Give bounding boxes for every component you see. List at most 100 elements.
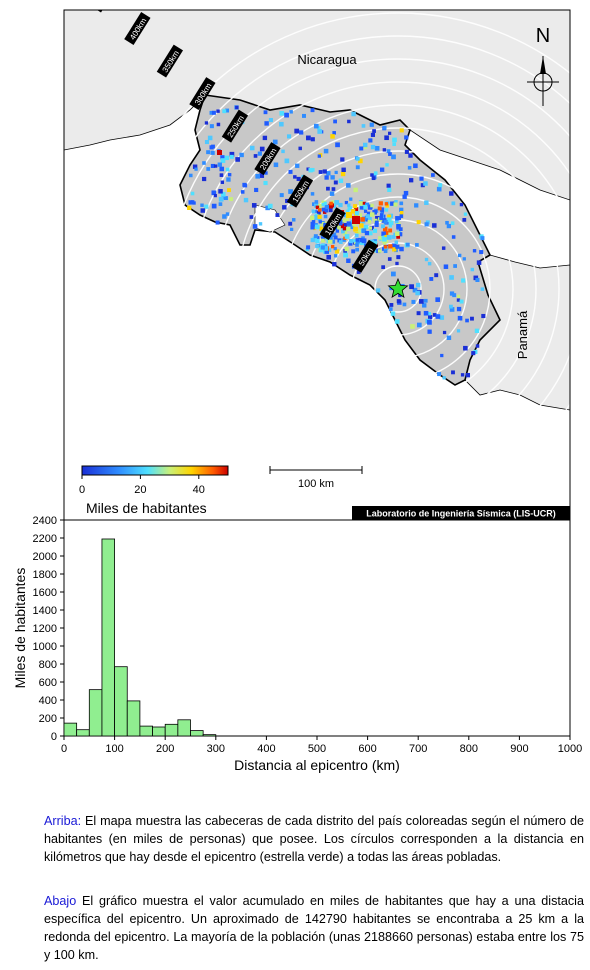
population-marker	[465, 372, 471, 378]
population-marker	[286, 134, 292, 139]
population-marker	[250, 145, 255, 151]
epicenter-star-icon	[387, 277, 409, 298]
population-marker	[368, 217, 372, 221]
population-marker	[235, 157, 240, 162]
population-marker	[332, 262, 337, 267]
population-marker	[189, 173, 193, 178]
population-marker	[218, 196, 224, 202]
population-marker	[235, 105, 239, 110]
histogram-axes	[63, 519, 571, 737]
x-tick-label: 100	[105, 743, 123, 755]
population-marker	[243, 197, 249, 203]
population-marker	[357, 213, 363, 218]
population-marker	[354, 211, 360, 216]
population-marker	[313, 215, 319, 220]
caption-bottom-text: El gráfico muestra el valor acumulado en…	[44, 894, 584, 962]
population-marker	[388, 131, 392, 135]
population-marker	[253, 154, 258, 158]
y-tick-label: 400	[39, 695, 57, 707]
map-frame	[63, 9, 571, 520]
x-tick-label: 700	[409, 743, 427, 755]
distance-ring	[213, 104, 570, 474]
population-marker	[323, 201, 327, 205]
population-marker	[398, 227, 403, 231]
population-marker	[321, 202, 325, 207]
x-tick-label: 0	[61, 743, 67, 755]
population-marker	[383, 219, 388, 224]
population-marker	[432, 313, 437, 317]
population-marker	[293, 175, 297, 179]
population-marker	[311, 219, 316, 224]
population-marker	[310, 192, 315, 196]
population-marker	[409, 178, 414, 183]
population-marker	[374, 222, 379, 228]
population-marker	[398, 293, 402, 298]
population-marker	[343, 252, 348, 258]
population-marker	[355, 165, 360, 170]
population-marker	[372, 228, 378, 233]
population-marker	[318, 208, 322, 212]
population-marker	[227, 173, 232, 177]
population-marker	[343, 223, 348, 228]
population-marker	[294, 128, 300, 134]
population-marker	[225, 212, 230, 216]
population-marker	[471, 351, 476, 356]
population-marker	[377, 249, 382, 253]
population-marker	[210, 150, 215, 155]
population-marker	[480, 236, 485, 241]
population-marker	[370, 132, 376, 137]
population-marker	[429, 276, 434, 281]
population-marker	[331, 187, 336, 191]
y-tick-label: 0	[51, 731, 57, 743]
population-marker	[357, 237, 363, 243]
population-marker	[386, 235, 392, 240]
population-marker	[200, 208, 205, 213]
population-marker	[334, 170, 338, 175]
label-nicaragua: Nicaragua	[297, 52, 357, 67]
population-marker	[398, 232, 403, 237]
population-marker	[302, 113, 306, 118]
population-marker	[317, 217, 322, 222]
population-marker	[378, 236, 382, 240]
population-marker	[405, 242, 410, 247]
histogram-bar	[177, 719, 191, 737]
population-marker	[386, 183, 391, 188]
population-marker	[284, 158, 290, 164]
population-marker	[217, 150, 222, 155]
distance-ring	[144, 35, 570, 520]
colorbar-tick: 20	[134, 484, 146, 496]
population-marker	[459, 299, 464, 304]
population-marker	[279, 111, 285, 116]
population-marker	[409, 284, 414, 290]
population-marker	[394, 240, 399, 245]
population-marker	[204, 121, 209, 125]
population-marker	[346, 212, 352, 218]
population-marker	[355, 238, 360, 242]
population-marker	[333, 235, 338, 240]
population-marker	[330, 244, 335, 249]
population-marker	[377, 206, 382, 211]
population-marker	[334, 249, 340, 254]
population-marker	[340, 171, 346, 177]
population-marker	[326, 186, 330, 191]
y-tick-label: 800	[39, 659, 57, 671]
population-marker	[218, 202, 223, 206]
population-marker	[252, 224, 258, 229]
population-marker	[338, 221, 343, 226]
population-marker	[361, 220, 366, 224]
population-marker	[211, 110, 216, 115]
population-marker	[402, 302, 407, 307]
histogram: 0 100 200 300 400 500 600 700 800 900 1000 0 200 400 6…	[12, 515, 582, 773]
population-marker	[222, 109, 227, 114]
population-marker	[431, 173, 435, 177]
population-marker	[442, 330, 447, 335]
population-marker	[381, 265, 386, 270]
population-marker	[332, 204, 337, 209]
population-marker	[330, 134, 335, 139]
population-marker	[346, 226, 351, 232]
distance-ring	[121, 12, 570, 520]
population-marker	[435, 314, 441, 319]
population-map: 50km100km150km200km250km300km350km400km4…	[63, 9, 571, 520]
histogram-bar	[114, 666, 128, 737]
population-marker	[313, 234, 318, 239]
